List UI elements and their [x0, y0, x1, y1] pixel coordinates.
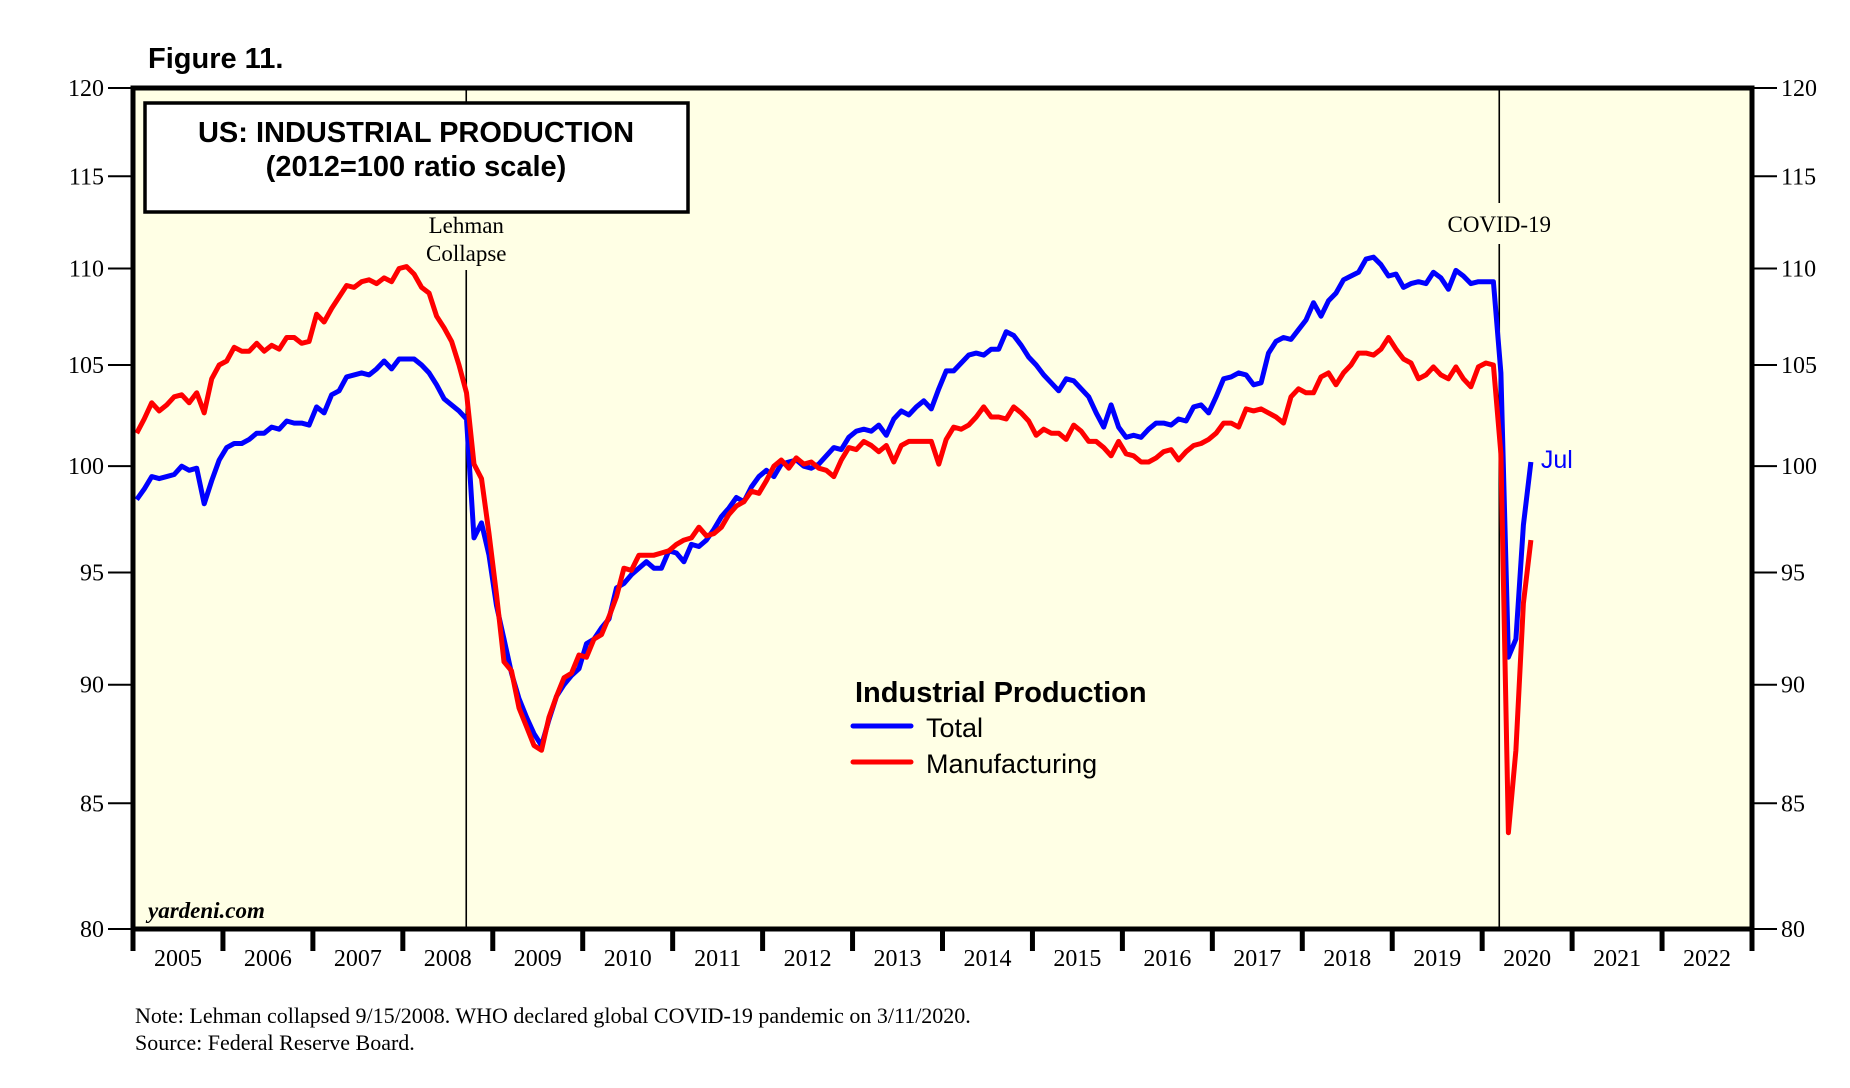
figure-label: Figure 11. — [148, 43, 283, 75]
title-box-frame — [143, 101, 690, 214]
y-tick-label-right: 115 — [1781, 164, 1816, 190]
legend-label-total: Total — [926, 713, 983, 743]
x-tick-label: 2012 — [784, 946, 832, 972]
series-line-total — [134, 254, 1534, 748]
x-tick-label: 2022 — [1683, 946, 1731, 972]
lehman-annotation-line: Collapse — [426, 241, 507, 266]
y-tick-label-right: 120 — [1781, 76, 1817, 102]
axes: 80 80 85 85 90 90 95 95 100 100 105 105 110 110 115 115… — [68, 76, 1817, 972]
y-tick-label-left: 90 — [80, 673, 104, 699]
x-tick-label: 2006 — [244, 946, 292, 972]
y-tick-label-right: 100 — [1781, 454, 1817, 480]
y-tick-label-left: 80 — [80, 917, 104, 943]
covid-annotation: COVID-19 — [1448, 212, 1552, 237]
source-text: Source: Federal Reserve Board. — [135, 1030, 415, 1055]
x-tick-label: 2021 — [1593, 946, 1641, 972]
series-line-manufacturing — [134, 264, 1534, 836]
y-tick-label-right: 90 — [1781, 673, 1805, 699]
chart-title: US: INDUSTRIAL PRODUCTION — [198, 117, 634, 149]
end-label-jul: Jul — [1541, 446, 1573, 474]
x-tick-label: 2019 — [1413, 946, 1461, 972]
y-tick-label-left: 105 — [68, 353, 104, 379]
title-box: US: INDUSTRIAL PRODUCTION (2012=100 rati… — [143, 101, 690, 214]
legend: Industrial Production Total Manufacturin… — [850, 677, 1147, 779]
y-tick-label-right: 95 — [1781, 561, 1805, 587]
series-layer — [134, 254, 1534, 836]
x-tick-label: 2017 — [1233, 946, 1281, 972]
y-tick-label-right: 80 — [1781, 917, 1805, 943]
lehman-annotation-line: Lehman — [429, 213, 505, 238]
x-tick-label: 2008 — [424, 946, 472, 972]
x-tick-label: 2014 — [963, 946, 1011, 972]
x-tick-label: 2018 — [1323, 946, 1371, 972]
annotations: Lehman Collapse COVID-19 Jul — [426, 212, 1573, 474]
x-tick-label: 2010 — [604, 946, 652, 972]
y-tick-label-right: 110 — [1781, 256, 1816, 282]
y-tick-label-left: 95 — [80, 561, 104, 587]
x-tick-label: 2016 — [1143, 946, 1191, 972]
x-tick-label: 2009 — [514, 946, 562, 972]
x-tick-label: 2005 — [154, 946, 202, 972]
y-tick-label-right: 85 — [1781, 791, 1805, 817]
x-tick-label: 2013 — [874, 946, 922, 972]
x-tick-label: 2007 — [334, 946, 382, 972]
plot-area — [133, 88, 1752, 929]
y-tick-label-left: 115 — [69, 164, 104, 190]
chart-subtitle: (2012=100 ratio scale) — [266, 151, 567, 183]
y-tick-label-left: 120 — [68, 76, 104, 102]
legend-title: Industrial Production — [855, 677, 1147, 709]
x-tick-label: 2020 — [1503, 946, 1551, 972]
legend-label-manufacturing: Manufacturing — [926, 749, 1097, 779]
x-tick-label: 2015 — [1053, 946, 1101, 972]
note-text: Note: Lehman collapsed 9/15/2008. WHO de… — [135, 1003, 971, 1028]
y-tick-label-left: 110 — [69, 256, 104, 282]
x-tick-label: 2011 — [694, 946, 741, 972]
y-tick-label-right: 105 — [1781, 353, 1817, 379]
y-tick-label-left: 100 — [68, 454, 104, 480]
y-tick-label-left: 85 — [80, 791, 104, 817]
watermark: yardeni.com — [145, 898, 265, 923]
